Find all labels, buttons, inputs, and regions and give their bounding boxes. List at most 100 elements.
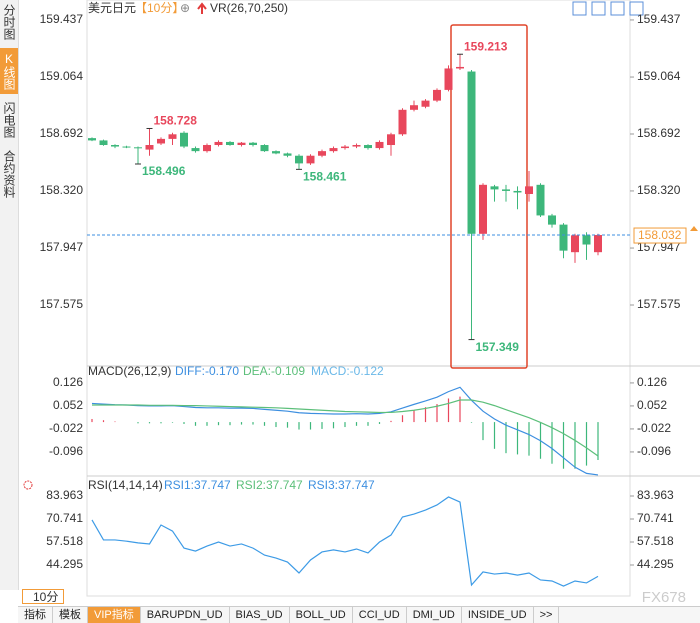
indicator-label: VR(26,70,250) (210, 1, 288, 15)
candle-body (352, 145, 361, 147)
tool-button[interactable] (591, 1, 606, 16)
watermark: FX678 (642, 589, 686, 606)
candle-body (168, 134, 177, 139)
candle-body (180, 132, 188, 147)
tab[interactable]: BARUPDN_UD (141, 607, 230, 623)
tab[interactable]: BOLL_UD (290, 607, 353, 623)
candle-body (237, 142, 246, 146)
zoom-icon[interactable]: ⊕ (180, 1, 190, 15)
candle-body (122, 146, 131, 148)
panel-title: MACD(26,12,9) (88, 364, 171, 378)
y-tick-label: 159.064 (40, 69, 84, 83)
extreme-label: 158.728 (154, 114, 198, 128)
candle-body (214, 141, 223, 146)
tab[interactable]: VIP指标 (88, 607, 141, 623)
y-tick-label: 158.692 (40, 126, 84, 140)
chart: 美元日元 【10分】 ⊕ VR(26,70,250) FX678 159.437… (23, 0, 700, 606)
candle-body (536, 184, 545, 216)
extreme-label: 158.461 (303, 170, 347, 184)
candle-body (410, 105, 418, 110)
last-price-label: 158.032 (638, 228, 682, 242)
candle-body (433, 89, 441, 101)
candle-body (341, 146, 349, 149)
candle-body (548, 215, 556, 225)
candle-body (226, 141, 234, 146)
candle-body (249, 142, 257, 146)
legend-entry: RSI2:37.747 (236, 478, 303, 492)
y-tick-label: -0.022 (637, 421, 671, 435)
tab[interactable]: 指标 (18, 607, 53, 623)
y-tick-label: 57.518 (637, 534, 674, 548)
candle-body (295, 155, 303, 164)
y-tick-label: 157.947 (637, 240, 681, 254)
y-tick-label: 158.692 (637, 126, 681, 140)
candle-body (559, 224, 568, 251)
y-tick-label: 157.947 (40, 240, 84, 254)
side-tab[interactable]: 合约资料 (2, 150, 16, 198)
toolbar[interactable] (572, 1, 644, 16)
settings-icon[interactable] (23, 480, 33, 490)
symbol: 美元日元 (88, 1, 136, 15)
y-tick-label: 157.575 (40, 297, 84, 311)
y-tick-label: 44.295 (46, 557, 83, 571)
rsi-line (91, 496, 599, 587)
y-tick-label: 83.963 (637, 488, 674, 502)
candle-body (490, 186, 499, 190)
extreme-label: 159.213 (464, 39, 508, 53)
tab[interactable]: 模板 (53, 607, 88, 623)
y-tick-label: 0.052 (637, 398, 667, 412)
y-tick-label: 157.575 (637, 297, 681, 311)
candle-body (444, 68, 453, 90)
tab[interactable]: DMI_UD (407, 607, 462, 623)
extreme-label: 158.496 (142, 164, 186, 178)
panel-title: RSI(14,14,14) (88, 478, 163, 492)
period-label: 【10分】 (135, 1, 184, 15)
period-text: 10分 (33, 590, 59, 604)
y-tick-label: 83.963 (46, 488, 83, 502)
tab[interactable]: >> (534, 607, 560, 623)
y-tick-label: 0.126 (53, 375, 83, 389)
candle-body (283, 153, 292, 156)
candle-body (203, 145, 211, 152)
candle-body (513, 190, 522, 193)
candle-body (502, 189, 510, 191)
candle-body (272, 151, 280, 154)
y-tick-label: 0.126 (637, 375, 667, 389)
legend-entry: DIFF:-0.170 (175, 364, 239, 378)
y-tick-label: -0.096 (49, 444, 83, 458)
tab[interactable]: BIAS_UD (230, 607, 290, 623)
side-tab[interactable]: 闪电图 (2, 102, 16, 138)
y-tick-label: 57.518 (46, 534, 83, 548)
last-price-box (633, 227, 687, 244)
candle-body (571, 235, 579, 253)
candle-body (134, 147, 142, 149)
legend-entry: RSI1:37.747 (164, 478, 231, 492)
candle-body (421, 100, 430, 107)
tool-button[interactable] (610, 1, 625, 16)
candle-body (318, 151, 326, 156)
candle-body (594, 235, 602, 253)
candle-body (145, 145, 154, 150)
macd-line (92, 399, 599, 457)
side-tab[interactable]: 分时图 (2, 4, 16, 40)
tab[interactable]: INSIDE_UD (462, 607, 534, 623)
period-button[interactable]: 10分 ▾ (22, 589, 64, 619)
legend-entry: DEA:-0.109 (243, 364, 305, 378)
y-tick-label: 70.741 (637, 511, 674, 525)
candle-body (88, 138, 96, 141)
candle-body (479, 184, 487, 234)
tab[interactable]: CCI_UD (353, 607, 407, 623)
y-tick-label: 158.320 (40, 183, 84, 197)
candle-body (157, 138, 165, 144)
highlight-box (450, 24, 528, 369)
tool-button[interactable] (572, 1, 587, 16)
tool-button[interactable] (629, 1, 644, 16)
sidebar: 分时图 K线图闪电图合约资料 (0, 0, 19, 590)
candle-body (191, 148, 200, 152)
y-tick-label: 0.052 (53, 398, 83, 412)
side-tab[interactable]: K线图 (0, 48, 18, 94)
candle-body (467, 71, 476, 234)
candle-body (398, 109, 407, 135)
candle-body (375, 141, 384, 149)
